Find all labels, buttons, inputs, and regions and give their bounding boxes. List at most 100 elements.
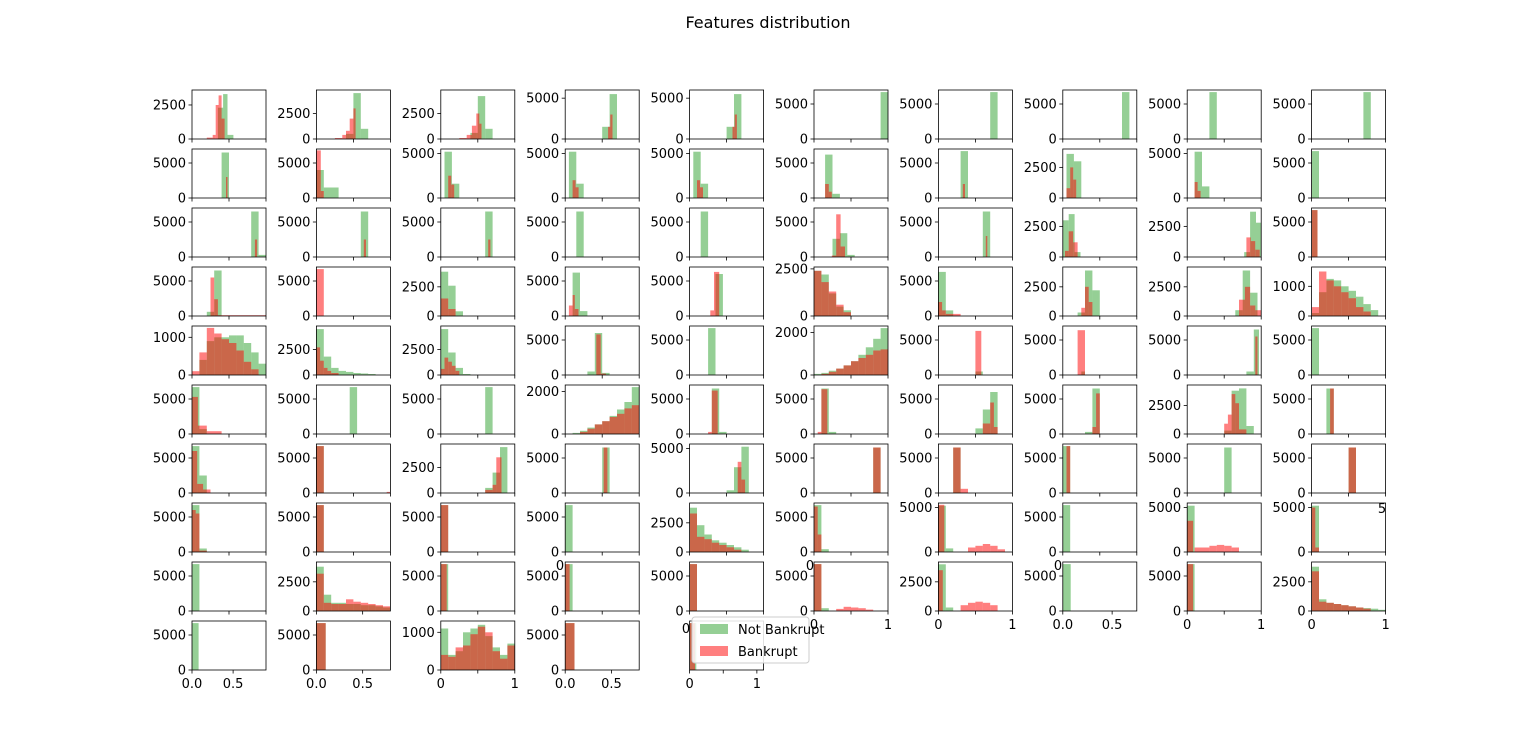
bar-not-bankrupt xyxy=(1311,328,1319,375)
y-tick-label: 2500 xyxy=(1024,280,1057,295)
y-tick-label: 2500 xyxy=(1148,220,1181,235)
bar-not-bankrupt xyxy=(440,271,449,316)
bar-bankrupt xyxy=(1333,286,1342,316)
y-tick-label: 0 xyxy=(1173,369,1181,384)
bar-not-bankrupt xyxy=(353,93,361,139)
bar-bankrupt xyxy=(603,447,608,493)
bar-bankrupt xyxy=(575,187,579,198)
bar-bankrupt xyxy=(1231,547,1239,552)
bar-bankrupt xyxy=(1197,190,1201,198)
axes-frame xyxy=(689,384,764,435)
bar-not-bankrupt xyxy=(251,211,259,257)
bar-not-bankrupt xyxy=(463,374,471,375)
subplot-panel: 0 5000 xyxy=(526,325,640,384)
subplot-panel: 0 5000 xyxy=(277,266,391,325)
bar-not-bankrupt xyxy=(839,233,848,257)
bar-bankrupt xyxy=(1092,427,1097,434)
subplot-panel: 0 2500 xyxy=(1024,207,1138,266)
bar-not-bankrupt xyxy=(214,270,222,316)
subplot-panel: 0 2500 xyxy=(277,325,391,384)
bar-bankrupt xyxy=(1311,307,1319,316)
y-tick-label: 1000 xyxy=(402,626,435,641)
bar-bankrupt xyxy=(737,461,742,493)
y-tick-label: 0 xyxy=(1297,192,1305,207)
axes-frame xyxy=(564,502,640,553)
bar-not-bankrupt xyxy=(1092,290,1100,316)
bar-bankrupt xyxy=(587,428,595,434)
y-tick-label: 0 xyxy=(551,487,559,502)
bar-bankrupt xyxy=(327,370,332,375)
y-tick-label: 0 xyxy=(551,428,559,443)
axes-frame xyxy=(689,561,764,612)
bar-bankrupt xyxy=(206,431,222,434)
bar-bankrupt xyxy=(243,361,252,375)
bar-bankrupt xyxy=(843,365,851,375)
subplot-panel: 0 5000 xyxy=(651,561,764,620)
overflow-tick-label: 0 xyxy=(1054,559,1062,574)
axes-frame xyxy=(689,325,764,376)
bar-bankrupt xyxy=(349,118,354,139)
bar-bankrupt xyxy=(962,184,965,198)
bar-not-bankrupt xyxy=(323,356,332,375)
subplot-panel: 0 5000 0.0 0.5 xyxy=(526,620,640,692)
bar-bankrupt xyxy=(316,505,324,552)
bar-bankrupt xyxy=(942,310,946,316)
bar-bankrupt xyxy=(360,602,369,611)
y-tick-label: 0 xyxy=(675,605,683,620)
y-tick-label: 0 xyxy=(1049,369,1057,384)
y-tick-label: 0 xyxy=(1173,428,1181,443)
y-tick-label: 2500 xyxy=(1148,399,1181,414)
subplot-panel: 0 5000 xyxy=(277,502,391,561)
bar-not-bankrupt xyxy=(1122,92,1130,139)
axes-frame xyxy=(564,561,640,612)
x-tick-label: 0 xyxy=(1183,618,1191,633)
bar-not-bankrupt xyxy=(847,254,855,257)
bar-bankrupt xyxy=(689,564,697,611)
y-tick-label: 0 xyxy=(800,310,808,325)
bar-not-bankrupt xyxy=(719,431,727,434)
bar-bankrupt xyxy=(459,138,467,139)
y-tick-label: 2500 xyxy=(775,262,808,277)
y-tick-label: 0 xyxy=(178,428,186,443)
bar-bankrupt xyxy=(463,645,471,670)
bar-bankrupt xyxy=(323,602,332,611)
subplot-panel: 0 2500 xyxy=(402,443,516,502)
bar-not-bankrupt xyxy=(1062,220,1069,258)
bar-bankrupt xyxy=(708,431,712,434)
bar-not-bankrupt xyxy=(1062,505,1071,552)
y-tick-label: 2500 xyxy=(277,575,310,590)
y-tick-label: 5000 xyxy=(775,511,808,526)
y-tick-label: 0 xyxy=(675,428,683,443)
subplot-panel: 0 1000 0 1 xyxy=(402,620,519,692)
axes-frame xyxy=(1062,325,1138,376)
y-tick-label: 5000 xyxy=(651,442,684,457)
y-tick-label: 2000 xyxy=(775,326,808,341)
y-tick-label: 5000 xyxy=(526,452,559,467)
y-tick-label: 5000 xyxy=(1273,452,1306,467)
y-tick-label: 0 xyxy=(675,546,683,561)
y-tick-label: 0 xyxy=(800,369,808,384)
bar-not-bankrupt xyxy=(572,272,580,316)
y-tick-label: 5000 xyxy=(899,157,932,172)
bar-bankrupt xyxy=(836,368,844,375)
bar-bankrupt xyxy=(1363,311,1371,316)
axes-frame xyxy=(315,620,391,671)
bar-not-bankrupt xyxy=(485,128,493,139)
axes-frame xyxy=(440,561,516,612)
subplot-panel: 0 2500 xyxy=(1148,384,1262,443)
subplot-panel: 0 5000 xyxy=(899,325,1013,384)
axes-frame xyxy=(689,266,764,317)
bar-bankrupt xyxy=(1070,167,1074,198)
bar-not-bankrupt xyxy=(1363,92,1371,139)
subplot-panel: 0 5000 xyxy=(526,147,640,207)
axes-frame xyxy=(1311,89,1386,140)
x-tick-label: 0.0 xyxy=(182,677,203,692)
subplot-panel: 0 5000 xyxy=(899,148,1013,207)
bar-bankrupt xyxy=(192,451,198,493)
subplot-panel: 0 2500 xyxy=(153,89,267,148)
y-tick-label: 5000 xyxy=(1273,393,1306,408)
subplot-panel: 0 5000 xyxy=(153,502,267,561)
axes-frame xyxy=(315,561,391,612)
y-tick-label: 0 xyxy=(675,133,683,148)
